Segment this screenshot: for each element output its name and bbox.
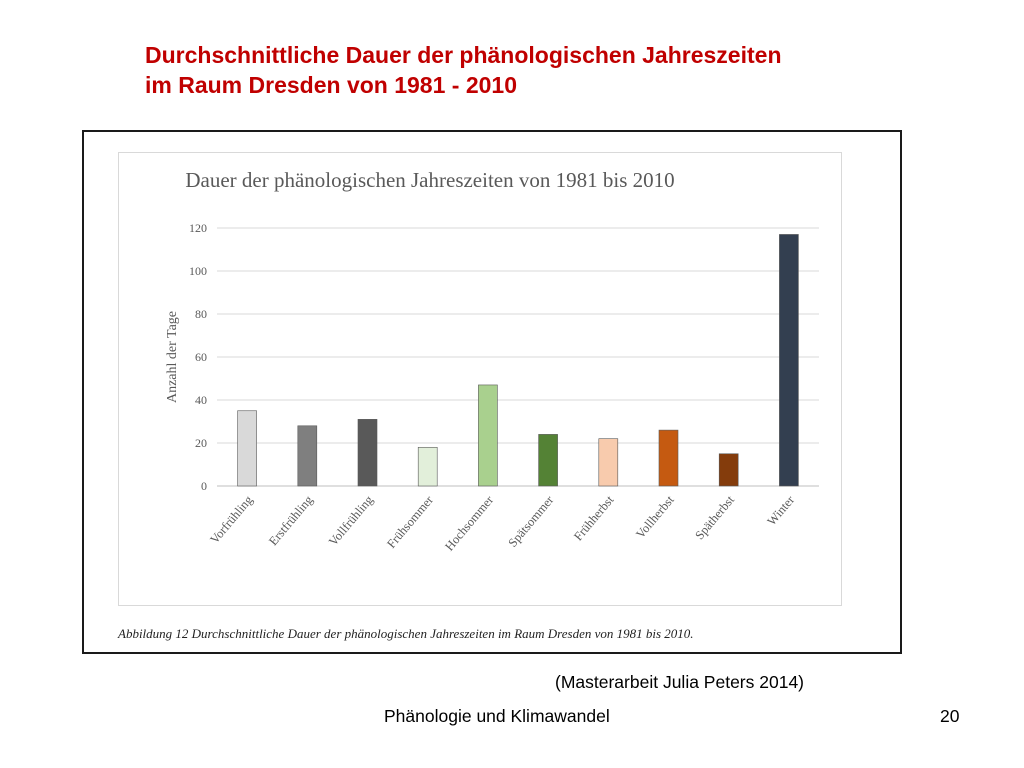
slide-title: Durchschnittliche Dauer der phänologisch…: [145, 40, 905, 100]
x-tick-label: Vollherbst: [633, 493, 677, 542]
chart-panel: Dauer der phänologischen Jahreszeiten vo…: [118, 152, 842, 606]
figure-frame: Dauer der phänologischen Jahreszeiten vo…: [82, 130, 902, 654]
slide-title-line-1: Durchschnittliche Dauer der phänologisch…: [145, 42, 782, 68]
y-tick-label: 20: [195, 436, 207, 450]
y-axis-label: Anzahl der Tage: [165, 311, 180, 403]
bar: [718, 453, 739, 487]
x-tick-label: Hochsommer: [442, 492, 497, 553]
bar: [357, 419, 378, 487]
bar: [417, 446, 438, 487]
x-tick-label: Spätsommer: [505, 492, 556, 550]
y-tick-label: 40: [195, 393, 207, 407]
bar: [658, 429, 679, 487]
x-tick-label: Winter: [764, 492, 797, 528]
chart-title: Dauer der phänologischen Jahreszeiten vo…: [185, 168, 674, 192]
y-tick-label: 80: [195, 307, 207, 321]
bar: [598, 438, 619, 487]
bar: [478, 384, 498, 487]
figure-caption: Abbildung 12 Durchschnittliche Dauer der…: [118, 626, 694, 641]
bar: [779, 234, 799, 487]
source-citation: (Masterarbeit Julia Peters 2014): [555, 672, 804, 692]
page-number: 20: [940, 706, 960, 726]
footer-text: Phänologie und Klimawandel: [384, 706, 610, 726]
x-tick-label: Frühherbst: [571, 493, 617, 544]
bar: [538, 434, 558, 487]
bar-chart: Dauer der phänologischen Jahreszeiten vo…: [165, 168, 819, 554]
y-tick-labels: 0 20 40 60 80 100 120: [189, 221, 207, 493]
x-tick-labels: Vorfrühling Erstfrühling Vollfrühling Frühs…: [207, 492, 797, 553]
x-tick-label: Frühsommer: [384, 492, 436, 551]
bar: [297, 425, 318, 487]
y-tick-label: 0: [201, 479, 207, 493]
x-tick-label: Erstfrühling: [266, 492, 316, 548]
slide-title-line-2: im Raum Dresden von 1981 - 2010: [145, 72, 517, 98]
x-tick-label: Vorfrühling: [207, 492, 256, 546]
gridlines: [217, 227, 819, 487]
x-tick-label: Vollfrühling: [326, 492, 376, 548]
y-tick-label: 100: [189, 264, 207, 278]
bars: [237, 234, 799, 487]
bar: [237, 410, 257, 487]
y-tick-label: 60: [195, 350, 207, 364]
x-tick-label: Spätherbst: [692, 493, 737, 543]
y-tick-label: 120: [189, 221, 207, 235]
